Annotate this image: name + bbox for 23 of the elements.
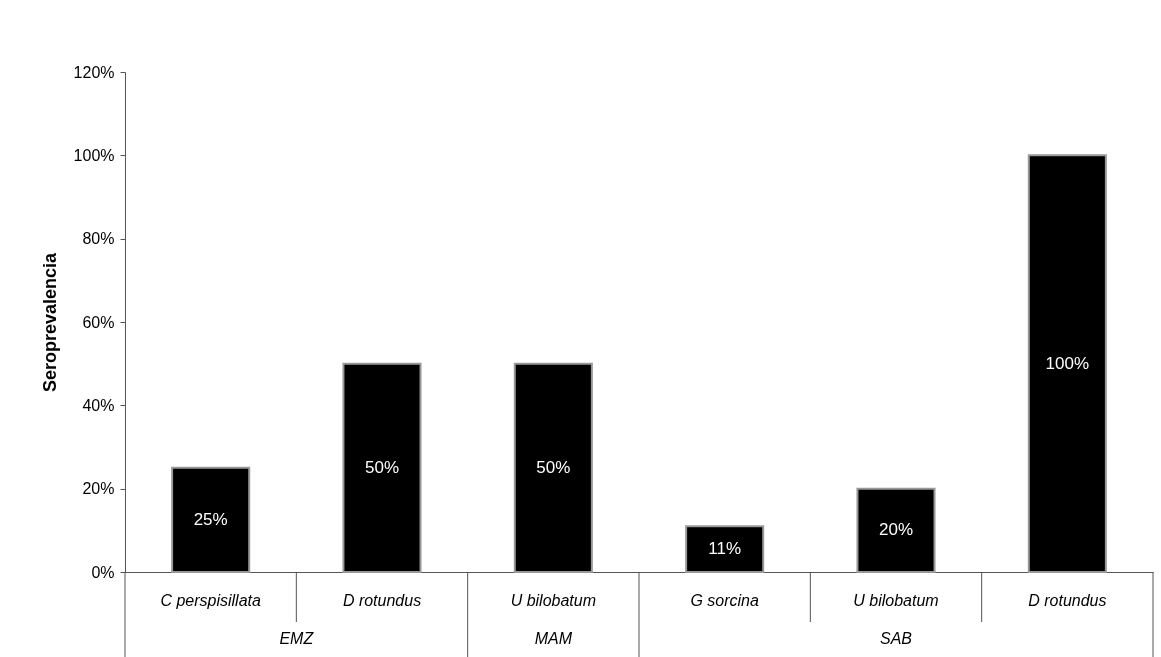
data-label: 50%: [536, 457, 571, 477]
y-tick-label: 120%: [73, 63, 115, 81]
x-tick-label: D rotundus: [1028, 591, 1107, 609]
text: EMZ: [279, 630, 315, 647]
data-label: 50%: [364, 457, 400, 477]
data-label: 20%: [878, 520, 914, 540]
text: SAB: [879, 630, 913, 647]
x-tick-label: U bilobatum: [853, 591, 939, 609]
y-tick-label: 40%: [82, 396, 115, 414]
y-tick-label: 0%: [91, 563, 115, 581]
x-tick-label: G sorcina: [690, 591, 759, 609]
y-tick-label: 20%: [82, 480, 115, 498]
text: MAM: [534, 630, 573, 647]
x-tick-label: D rotundus: [342, 591, 422, 609]
y-tick-label: 80%: [82, 230, 115, 248]
y-tick-label: 60%: [82, 313, 115, 331]
y-axis-title: Seroprevalencia: [39, 251, 60, 393]
x-tick-label: C perspisillata: [160, 591, 262, 609]
data-label: 100%: [1045, 353, 1090, 373]
data-label: 11%: [708, 539, 742, 559]
x-tick-label: U bilobatum: [510, 591, 597, 609]
data-label: 25%: [193, 509, 228, 529]
y-tick-label: 100%: [73, 146, 115, 164]
